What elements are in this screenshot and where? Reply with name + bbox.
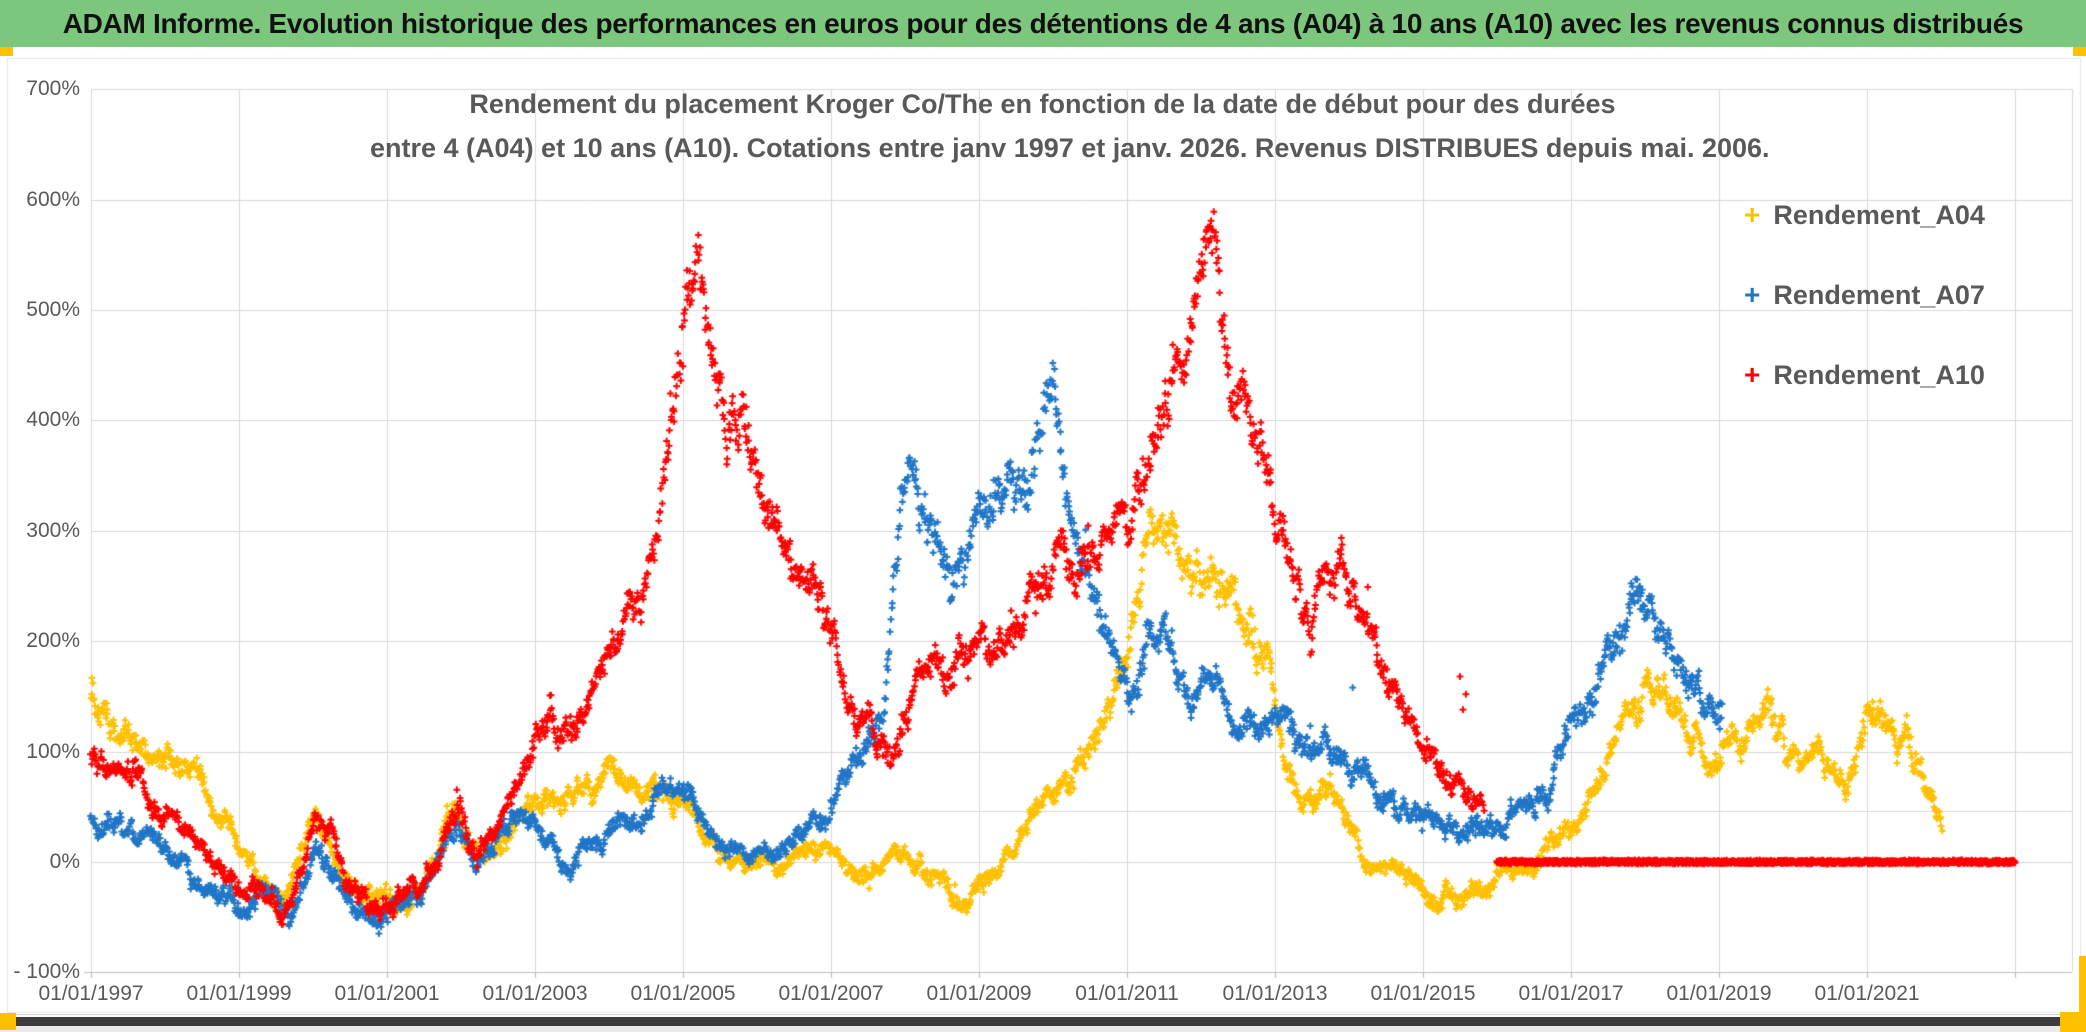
x-axis-label: 01/01/2009 — [926, 982, 1032, 1005]
legend-label: Rendement_A07 — [1773, 279, 1985, 310]
x-axis-label: 01/01/2001 — [334, 982, 440, 1005]
y-axis-label: 300% — [26, 518, 80, 542]
y-axis-label: - 100% — [13, 960, 80, 984]
legend-item-rendement_a04: + Rendement_A04 — [1744, 194, 1985, 236]
chart-title: Rendement du placement Kroger Co/The en … — [370, 82, 1770, 170]
legend-marker-icon: + — [1744, 279, 1761, 310]
x-axis-label: 01/01/2007 — [778, 982, 884, 1005]
legend-item-rendement_a07: + Rendement_A07 — [1744, 274, 1985, 316]
y-axis-label: 600% — [26, 187, 80, 211]
y-axis-label: 200% — [26, 629, 80, 653]
chart-title-line-2: entre 4 (A04) et 10 ans (A10). Cotations… — [370, 133, 1770, 163]
x-axis-label: 01/01/2011 — [1075, 982, 1179, 1005]
x-axis-label: 01/01/1999 — [186, 982, 292, 1005]
x-axis-label: 01/01/2021 — [1814, 982, 1920, 1005]
y-axis-label: 100% — [26, 739, 80, 763]
accent-top-right — [2073, 47, 2086, 56]
x-axis-label: 01/01/2017 — [1518, 982, 1624, 1005]
y-axis-label: 500% — [26, 298, 80, 321]
chart-legend: + Rendement_A04 + Rendement_A07 + Rendement_A… — [1744, 194, 1985, 396]
legend-item-rendement_a10: + Rendement_A10 — [1744, 354, 1985, 396]
chart-title-line-1: Rendement du placement Kroger Co/The en … — [469, 89, 1616, 119]
x-axis-label: 01/01/1997 — [38, 982, 144, 1005]
legend-marker-icon: + — [1744, 199, 1761, 230]
accent-right-strip — [2079, 956, 2086, 1032]
accent-bottom-left — [0, 1013, 16, 1030]
y-axis-label: 0% — [49, 850, 80, 873]
x-axis-label: 01/01/2015 — [1370, 982, 1476, 1005]
y-axis-label: 700% — [26, 77, 80, 101]
x-axis-label: 01/01/2005 — [630, 982, 736, 1005]
x-axis-label: 01/01/2003 — [482, 982, 588, 1005]
legend-label: Rendement_A10 — [1773, 359, 1985, 390]
accent-bottom-right — [2060, 1012, 2086, 1032]
legend-marker-icon: + — [1744, 359, 1761, 390]
bottom-strip — [0, 1026, 2086, 1032]
legend-label: Rendement_A04 — [1773, 199, 1985, 230]
accent-top-left — [0, 47, 13, 56]
x-axis-label: 01/01/2013 — [1222, 982, 1328, 1005]
bottom-bar — [0, 1017, 2086, 1026]
y-axis-label: 400% — [26, 408, 80, 432]
x-axis-label: 01/01/2019 — [1666, 982, 1772, 1005]
bottom-divider — [0, 1014, 2086, 1015]
